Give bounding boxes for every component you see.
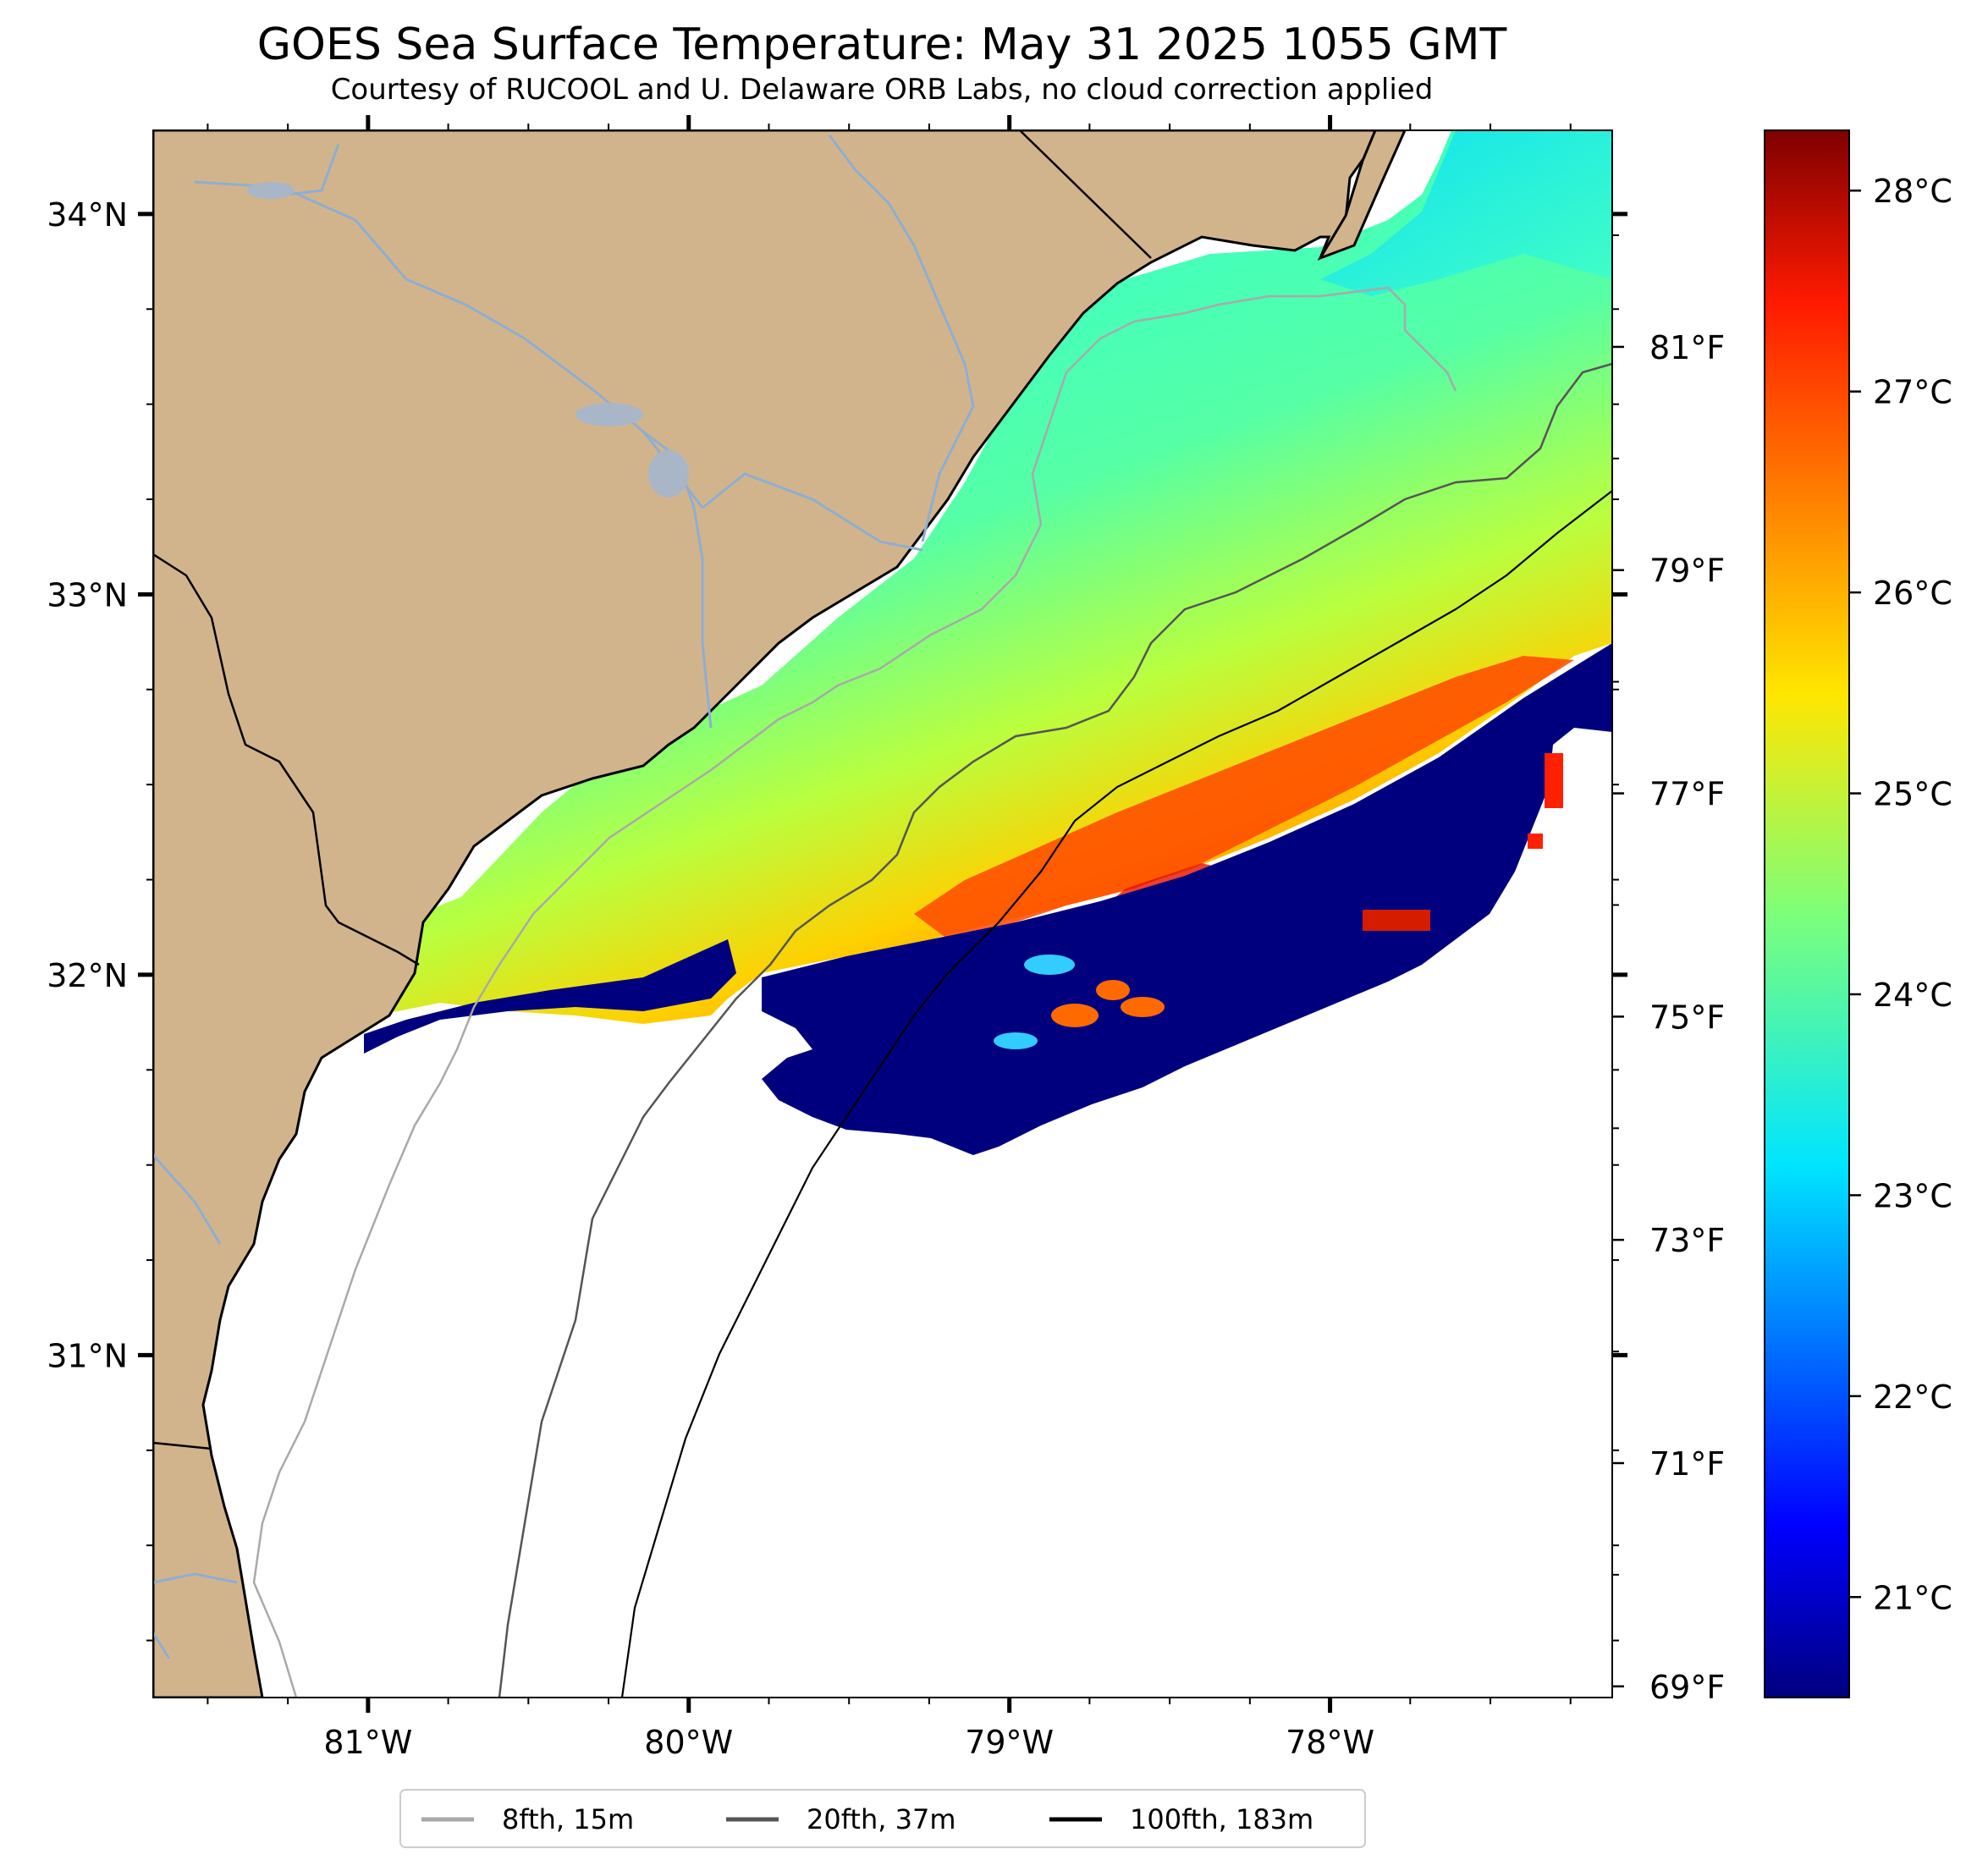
bathymetry-100fth — [620, 490, 1612, 1698]
lon-label: 78°W — [1286, 1724, 1374, 1761]
fahrenheit-label: 79°F — [1649, 553, 1725, 590]
lake-marion — [575, 403, 643, 426]
cold-water-region — [762, 643, 1612, 1155]
lon-label: 79°W — [965, 1724, 1054, 1761]
map-area — [153, 130, 1612, 1698]
map-frame — [152, 129, 1613, 1698]
fahrenheit-label: 81°F — [1649, 329, 1725, 366]
celsius-label: 28°C — [1873, 173, 1952, 210]
fahrenheit-label: 75°F — [1649, 999, 1725, 1036]
lat-label: 32°N — [47, 957, 128, 994]
fahrenheit-label: 71°F — [1649, 1445, 1725, 1483]
legend-label: 100fth, 183m — [1130, 1803, 1313, 1835]
legend-box — [399, 1789, 1366, 1848]
lat-label: 31°N — [47, 1337, 128, 1374]
celsius-label: 21°C — [1873, 1579, 1952, 1616]
map-ticks — [138, 115, 1627, 1713]
lake-north — [247, 182, 295, 199]
legend-label: 20fth, 37m — [807, 1803, 955, 1835]
map-subtitle: Courtesy of RUCOOL and U. Delaware ORB L… — [331, 73, 1434, 107]
celsius-label: 26°C — [1873, 575, 1952, 612]
eddy — [1024, 955, 1075, 975]
land-cape-fear — [1317, 130, 1407, 261]
lat-label: 34°N — [47, 196, 128, 234]
legend-label: 8fth, 15m — [502, 1803, 634, 1835]
bathymetry-8fth — [252, 286, 1457, 1698]
land — [153, 130, 1385, 1698]
lakes — [247, 182, 689, 498]
sst-field — [364, 130, 1612, 1155]
sst-warm-core — [914, 656, 1574, 939]
warm-eddies — [994, 753, 1563, 1049]
colorbar-celsius-labels: 28°C 27°C 26°C 25°C 24°C 23°C 22°C 21°C — [1849, 173, 1952, 1616]
celsius-label: 27°C — [1873, 374, 1952, 411]
eddy — [1051, 1004, 1099, 1027]
sst-nearshore-band — [1320, 130, 1612, 296]
lon-label: 81°W — [323, 1724, 412, 1761]
lat-label: 33°N — [47, 576, 128, 614]
fahrenheit-label: 73°F — [1649, 1222, 1725, 1259]
celsius-label: 24°C — [1873, 977, 1952, 1014]
fahrenheit-label: 77°F — [1649, 776, 1725, 813]
colorbar — [1764, 129, 1850, 1698]
colorbar-fahrenheit-labels: 81°F 79°F 77°F 75°F 73°F 71°F 69°F — [1612, 234, 1725, 1706]
legend: 8fth, 15m 20fth, 37m 100fth, 183m — [399, 1789, 1366, 1848]
lon-label: 80°W — [644, 1724, 733, 1761]
longitude-labels: 81°W 80°W 79°W 78°W — [323, 1724, 1374, 1761]
latitude-labels: 34°N 33°N 32°N 31°N — [47, 196, 128, 1375]
celsius-label: 22°C — [1873, 1378, 1952, 1416]
lake-moultrie — [648, 450, 689, 498]
eddy — [1545, 753, 1563, 808]
celsius-label: 25°C — [1873, 776, 1952, 813]
eddy — [1096, 980, 1130, 1000]
celsius-label: 23°C — [1873, 1177, 1952, 1214]
eddy — [1528, 834, 1543, 849]
map-title: GOES Sea Surface Temperature: May 31 202… — [257, 19, 1507, 70]
cold-coastal-strip — [364, 939, 736, 1054]
bathymetry-20fth — [498, 362, 1612, 1698]
fahrenheit-label: 69°F — [1649, 1669, 1725, 1706]
eddy — [1363, 910, 1430, 931]
state-borders — [153, 130, 1152, 1450]
eddy — [1121, 997, 1165, 1017]
eddy — [994, 1032, 1038, 1049]
